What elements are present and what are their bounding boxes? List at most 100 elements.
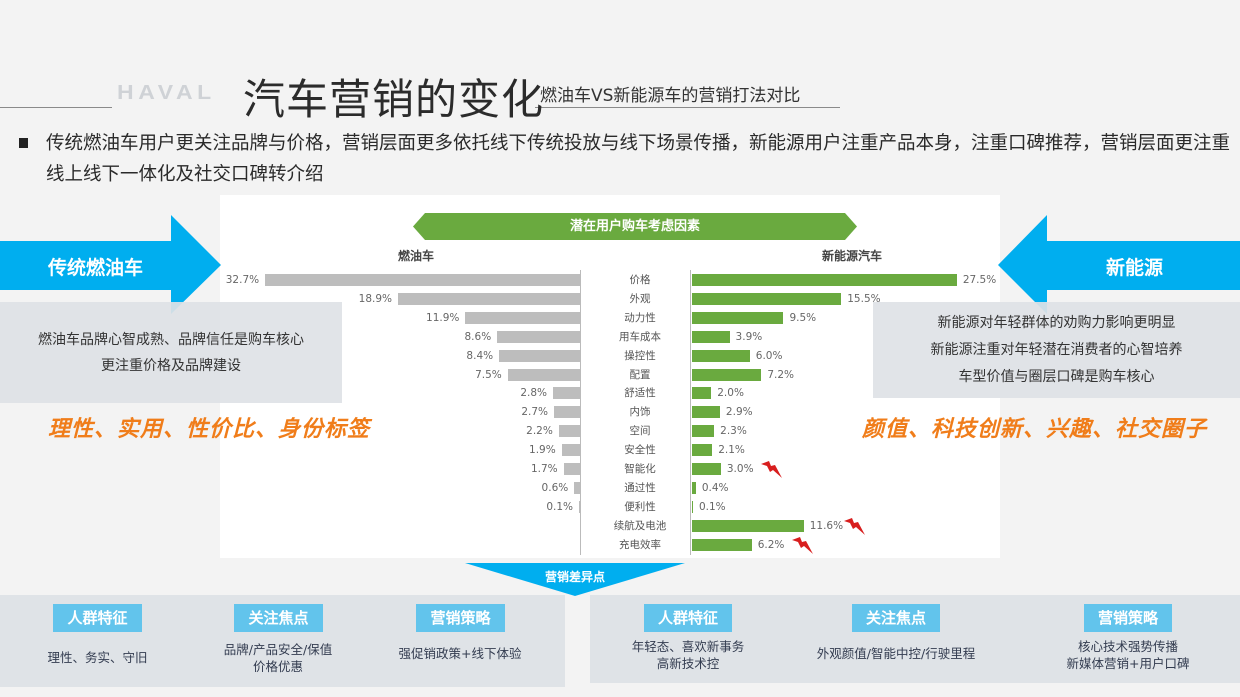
ice-bar	[574, 482, 580, 494]
ice-value-label: 1.9%	[529, 444, 556, 456]
ice-bar	[563, 463, 580, 475]
chart-category-label: 动力性	[624, 312, 656, 324]
ev-value-label: 2.0%	[717, 387, 744, 399]
ev-bar	[692, 520, 804, 532]
text-line: 核心技术强势传播	[1077, 639, 1178, 654]
bullet-square-icon	[19, 138, 28, 148]
chart-category-label: 空间	[629, 425, 651, 437]
text-line: 品牌/产品安全/保值	[223, 642, 333, 657]
ev-info-box: 新能源对年轻群体的劝购力影响更明显 新能源注重对年轻潜在消费者的心智培养 车型价…	[873, 302, 1240, 398]
ice-tag-audience: 人群特征	[53, 604, 142, 632]
haval-logo: HAVAL	[117, 82, 216, 104]
ice-bar	[507, 369, 580, 381]
ev-value-label: 2.1%	[718, 444, 745, 456]
ev-value-label: 0.1%	[698, 501, 726, 513]
ev-tag-audience: 人群特征	[644, 604, 732, 632]
page-subtitle: 燃油车VS新能源车的营销打法对比	[540, 86, 801, 106]
ice-bar	[497, 331, 580, 343]
ice-info-box: 燃油车品牌心智成熟、品牌信任是购车核心 更注重价格及品牌建设	[0, 302, 342, 403]
ice-value-label: 32.7%	[225, 274, 260, 286]
ev-value-label: 2.3%	[720, 425, 747, 437]
lightning-icon	[760, 461, 782, 478]
ev-bar	[692, 444, 713, 456]
chart-category-label: 通过性	[624, 482, 656, 494]
ice-bar	[561, 444, 580, 456]
ev-value-label: 2.9%	[725, 406, 753, 418]
chart-category-label: 用车成本	[619, 331, 661, 343]
ev-info-line: 新能源注重对年轻潜在消费者的心智培养	[930, 341, 1183, 358]
ev-tag-focus: 关注焦点	[852, 604, 940, 632]
ice-value-label: 0.1%	[546, 501, 573, 513]
text-line: 强促销政策+线下体验	[398, 646, 522, 661]
ev-value-label: 7.2%	[767, 369, 795, 381]
chart-category-label: 便利性	[624, 501, 656, 513]
ev-value-label: 3.0%	[726, 463, 754, 475]
summary-bullet: 传统燃油车用户更关注品牌与价格，营销层面更多依托线下传统投放与线下场景传播，新能…	[46, 133, 1231, 185]
ice-tag-focus: 关注焦点	[234, 604, 323, 632]
ice-value-label: 8.4%	[466, 350, 494, 362]
chart-category-label: 操控性	[624, 350, 656, 362]
header-rule-right	[535, 107, 840, 108]
ev-bar	[692, 293, 842, 305]
ev-arrow-label: 新能源	[1106, 257, 1164, 279]
ice-value-label: 2.8%	[520, 387, 548, 399]
ev-value-label: 3.9%	[735, 331, 763, 343]
ice-arrow-label: 传统燃油车	[48, 257, 144, 279]
chart-category-label: 舒适性	[624, 387, 656, 399]
chart-left-header: 燃油车	[398, 249, 435, 263]
ice-bar	[397, 293, 580, 305]
ev-bar	[692, 331, 730, 343]
difference-banner-label: 营销差异点	[544, 570, 605, 584]
ice-bar	[465, 312, 580, 324]
ev-value-label: 9.5%	[789, 312, 817, 324]
ev-bar	[692, 501, 693, 513]
ev-bar	[692, 274, 957, 286]
ice-value-label: 11.9%	[426, 312, 460, 324]
lightning-icon	[843, 518, 865, 535]
ice-value-label: 18.9%	[358, 293, 392, 305]
ev-value-label: 6.2%	[757, 539, 785, 551]
text-line: 价格优惠	[252, 659, 303, 674]
ice-bar	[553, 406, 580, 418]
text-line: 理性、务实、守旧	[47, 650, 148, 665]
page-title: 汽车营销的变化	[243, 75, 545, 124]
ice-bar	[553, 387, 580, 399]
ice-tag-strategy: 营销策略	[416, 604, 505, 632]
ev-bar	[692, 463, 721, 475]
text-line: 新媒体营销+用户口碑	[1066, 656, 1190, 671]
ev-bar	[692, 482, 696, 494]
ev-bar	[692, 350, 750, 362]
ice-info-line: 燃油车品牌心智成熟、品牌信任是购车核心	[38, 331, 304, 348]
ev-bar	[692, 312, 784, 324]
ice-keywords: 理性、实用、性价比、身份标签	[48, 417, 371, 442]
ice-audience-text: 理性、务实、守旧	[30, 649, 165, 666]
text-line: 年轻态、喜欢新事务	[631, 639, 745, 654]
chart-category-label: 安全性	[624, 444, 656, 456]
ev-value-label: 15.5%	[847, 293, 881, 305]
ice-bar	[499, 350, 580, 362]
chart-category-label: 充电效率	[619, 539, 661, 551]
ev-strategy-text: 核心技术强势传播 新媒体营销+用户口碑	[1058, 638, 1198, 672]
chart-category-label: 内饰	[629, 406, 651, 418]
ev-bar	[692, 539, 752, 551]
header-rule-left	[0, 107, 112, 108]
ev-bar	[692, 369, 762, 381]
ice-bar	[558, 425, 580, 437]
chart-category-label: 外观	[629, 293, 651, 305]
ice-info-line: 更注重价格及品牌建设	[101, 357, 241, 374]
chart-panel	[220, 195, 1000, 558]
ice-value-label: 0.6%	[541, 482, 569, 494]
ice-value-label: 8.6%	[464, 331, 492, 343]
text-line: 外观颜值/智能中控/行驶里程	[816, 646, 976, 661]
text-line: 高新技术控	[656, 656, 720, 671]
ice-value-label: 2.2%	[526, 425, 553, 437]
ice-value-label: 7.5%	[475, 369, 502, 381]
lightning-icon	[791, 537, 813, 554]
ev-info-line: 车型价值与圈层口碑是购车核心	[958, 368, 1155, 385]
ice-strategy-text: 强促销政策+线下体验	[390, 645, 530, 662]
ev-keywords: 颜值、科技创新、兴趣、社交圈子	[862, 417, 1208, 442]
chart-right-header: 新能源汽车	[822, 249, 883, 263]
ev-tag-strategy: 营销策略	[1084, 604, 1172, 632]
ev-bar	[692, 406, 720, 418]
ev-value-label: 0.4%	[701, 482, 729, 494]
